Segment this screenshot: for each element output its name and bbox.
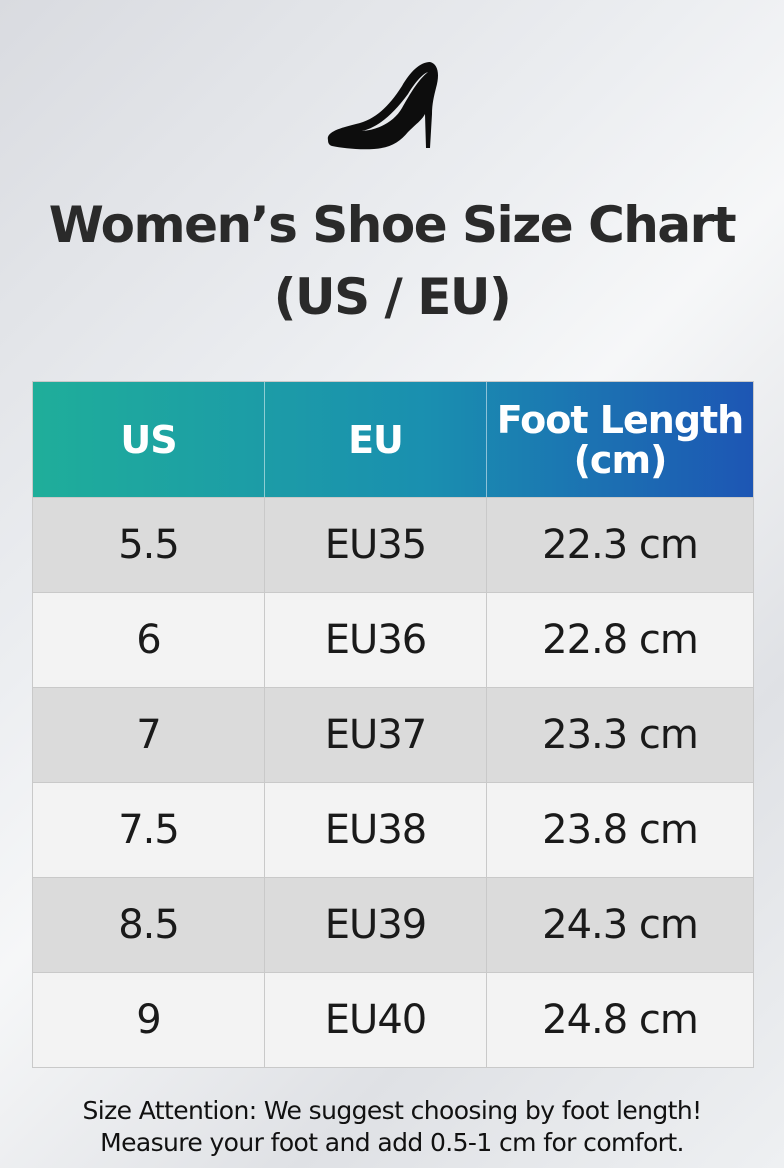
table-cell: 6 xyxy=(33,593,265,687)
table-cell: 22.3 cm xyxy=(542,522,699,568)
table-row: 8.5 EU39 24.3 cm xyxy=(33,877,753,972)
subtitle: (US / EU) xyxy=(273,268,512,326)
column-header: Foot Length (cm) xyxy=(496,397,744,482)
column-header: EU xyxy=(265,382,487,497)
table-cell: EU39 xyxy=(265,878,487,972)
table-cell: 8.5 xyxy=(33,878,265,972)
table-cell: 22.8 cm xyxy=(542,617,699,663)
table-cell: 7 xyxy=(33,688,265,782)
title: Women’s Shoe Size Chart xyxy=(48,196,737,254)
note: Measure your foot and add 0.5-1 cm for c… xyxy=(100,1128,684,1157)
table-row: 9 EU40 24.8 cm xyxy=(33,972,753,1067)
table-cell: 24.8 cm xyxy=(542,997,699,1043)
table-cell: 9 xyxy=(33,973,265,1067)
table-cell: EU38 xyxy=(265,783,487,877)
table-row: 7.5 EU38 23.8 cm xyxy=(33,782,753,877)
header-row: US EU Foot Length (cm) xyxy=(33,382,753,497)
table-cell: 23.3 cm xyxy=(542,712,699,758)
table-cell: EU35 xyxy=(265,498,487,592)
table-cell: 24.3 cm xyxy=(542,902,699,948)
size-table: US EU Foot Length (cm) 5.5 EU35 22.3 cm 6 EU36 2… xyxy=(32,381,754,1068)
table-cell: 23.8 cm xyxy=(542,807,699,853)
note: Size Attention: We suggest choosing by f… xyxy=(82,1096,702,1125)
table-cell: 7.5 xyxy=(33,783,265,877)
table-row: 5.5 EU35 22.3 cm xyxy=(33,497,753,592)
table-row: 6 EU36 22.8 cm xyxy=(33,592,753,687)
table-cell: EU37 xyxy=(265,688,487,782)
column-header: US xyxy=(33,382,265,497)
table-row: 7 EU37 23.3 cm xyxy=(33,687,753,782)
table-cell: EU36 xyxy=(265,593,487,687)
table-cell: 5.5 xyxy=(33,498,265,592)
shoe-icon xyxy=(327,62,438,150)
table-cell: EU40 xyxy=(265,973,487,1067)
